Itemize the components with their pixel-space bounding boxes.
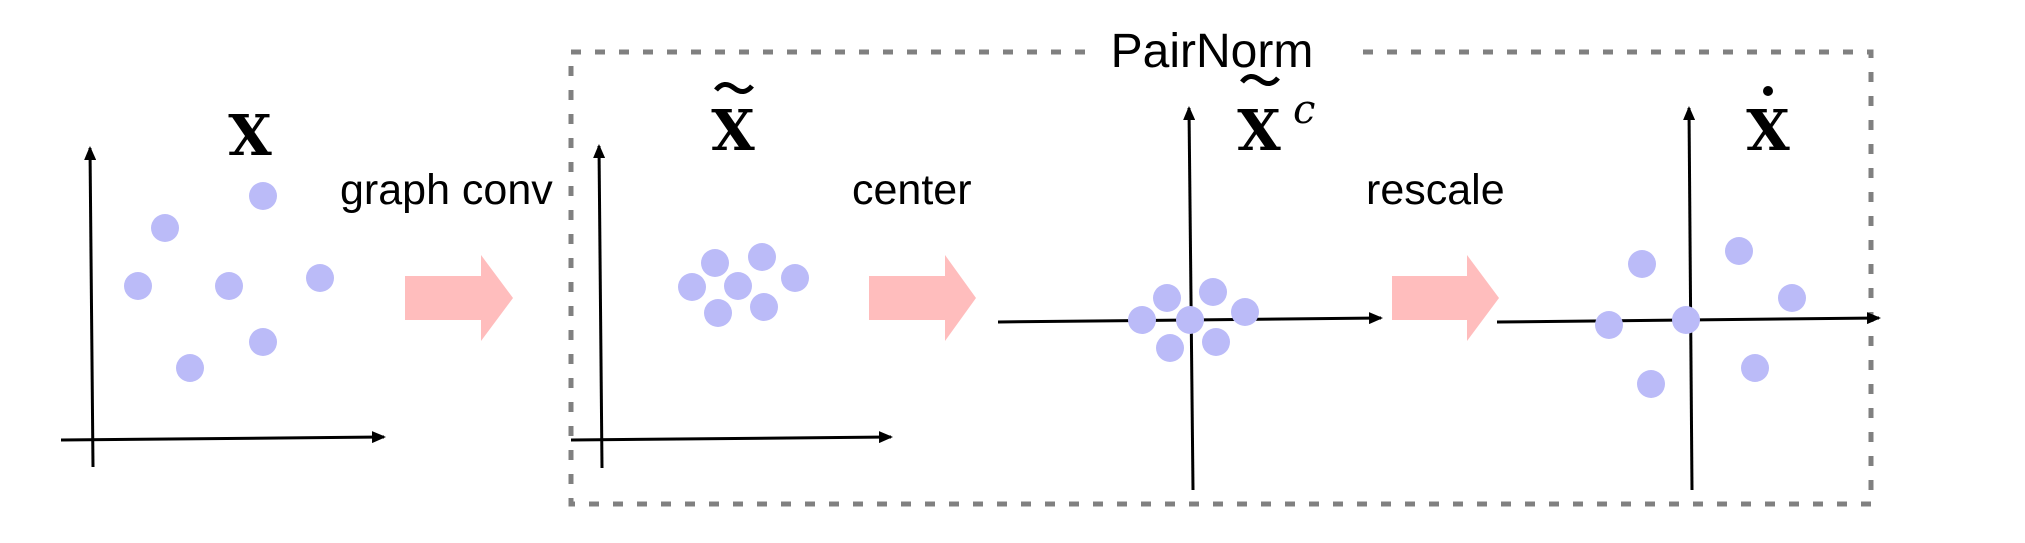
point-cloud <box>678 243 809 327</box>
point-cloud <box>124 182 334 382</box>
point-cloud <box>1128 278 1259 362</box>
tilde-accent <box>1240 74 1280 86</box>
data-point <box>704 299 732 327</box>
matrix-x-tilde-c-label: X c <box>1237 74 1315 164</box>
tilde-accent <box>714 82 754 94</box>
data-point <box>748 243 776 271</box>
point-cloud <box>1595 237 1806 398</box>
data-point <box>1202 328 1230 356</box>
data-point <box>1199 278 1227 306</box>
data-point <box>678 273 706 301</box>
data-point <box>1778 284 1806 312</box>
pairnorm-title-gap <box>1088 40 1354 64</box>
data-point <box>750 293 778 321</box>
transition-arrow <box>405 255 513 341</box>
data-point <box>1725 237 1753 265</box>
pairnorm-box <box>568 49 1874 507</box>
y-axis <box>593 144 606 469</box>
data-point <box>724 272 752 300</box>
matrix-superscript-c: c <box>1293 87 1315 133</box>
matrix-x-dot-label: X <box>1746 86 1790 164</box>
data-point <box>1153 284 1181 312</box>
data-point <box>151 214 179 242</box>
step-label-graph-conv: graph conv <box>340 166 553 214</box>
panel-x-tilde: X <box>570 82 893 469</box>
panel-x-dot: X <box>1496 86 1881 491</box>
data-point <box>1741 354 1769 382</box>
panel-x: X <box>60 103 386 468</box>
transition-arrow <box>1392 255 1499 341</box>
data-point <box>1637 370 1665 398</box>
data-point <box>249 182 277 210</box>
data-point <box>176 354 204 382</box>
y-axis <box>1183 106 1196 491</box>
transition-arrow <box>869 255 976 341</box>
y-axis <box>1683 106 1696 491</box>
pairnorm-title: PairNorm <box>1111 25 1314 78</box>
data-point <box>701 249 729 277</box>
data-point <box>1595 311 1623 339</box>
data-point <box>781 264 809 292</box>
data-point <box>249 328 277 356</box>
matrix-x-tilde-symbol: X <box>711 98 755 164</box>
matrix-x-label: X <box>228 103 272 169</box>
data-point <box>1128 306 1156 334</box>
data-point <box>124 272 152 300</box>
step-label-rescale: rescale <box>1366 166 1505 214</box>
data-point <box>1672 306 1700 334</box>
matrix-x-tilde-label: X <box>711 82 755 164</box>
data-point <box>215 272 243 300</box>
matrix-x-tilde-c-symbol: X <box>1237 98 1281 164</box>
x-axis <box>60 431 386 444</box>
data-point <box>1176 306 1204 334</box>
data-point <box>1156 334 1184 362</box>
matrix-x-dot-symbol: X <box>1746 98 1790 164</box>
data-point <box>1231 298 1259 326</box>
step-label-center: center <box>852 166 972 214</box>
panel-x-tilde-c: X c <box>997 74 1383 491</box>
y-axis <box>84 146 97 468</box>
data-point <box>306 264 334 292</box>
data-point <box>1628 250 1656 278</box>
x-axis <box>570 431 893 444</box>
dot-accent <box>1763 86 1773 96</box>
